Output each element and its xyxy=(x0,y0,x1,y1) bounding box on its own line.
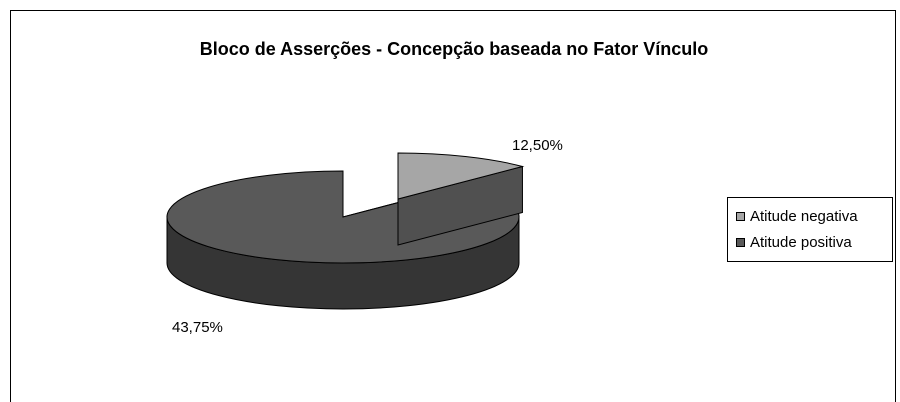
legend-label-negativa: Atitude negativa xyxy=(750,208,858,225)
chart-title: Bloco de Asserções - Concepção baseada n… xyxy=(199,39,709,59)
legend-item-negativa: Atitude negativa xyxy=(736,208,858,225)
legend-swatch-negativa xyxy=(736,212,745,221)
data-label-negativa: 12,50% xyxy=(512,137,563,154)
pie-slice-positiva xyxy=(166,170,520,264)
legend-label-positiva: Atitude positiva xyxy=(750,234,852,251)
pie-chart: 12,50% 43,75% xyxy=(166,137,563,336)
legend-swatch-positiva xyxy=(736,238,745,247)
legend: Atitude negativa Atitude positiva xyxy=(727,197,893,262)
data-label-positiva: 43,75% xyxy=(172,319,223,336)
pie-slice-negativa xyxy=(397,152,525,200)
legend-item-positiva: Atitude positiva xyxy=(736,234,852,251)
